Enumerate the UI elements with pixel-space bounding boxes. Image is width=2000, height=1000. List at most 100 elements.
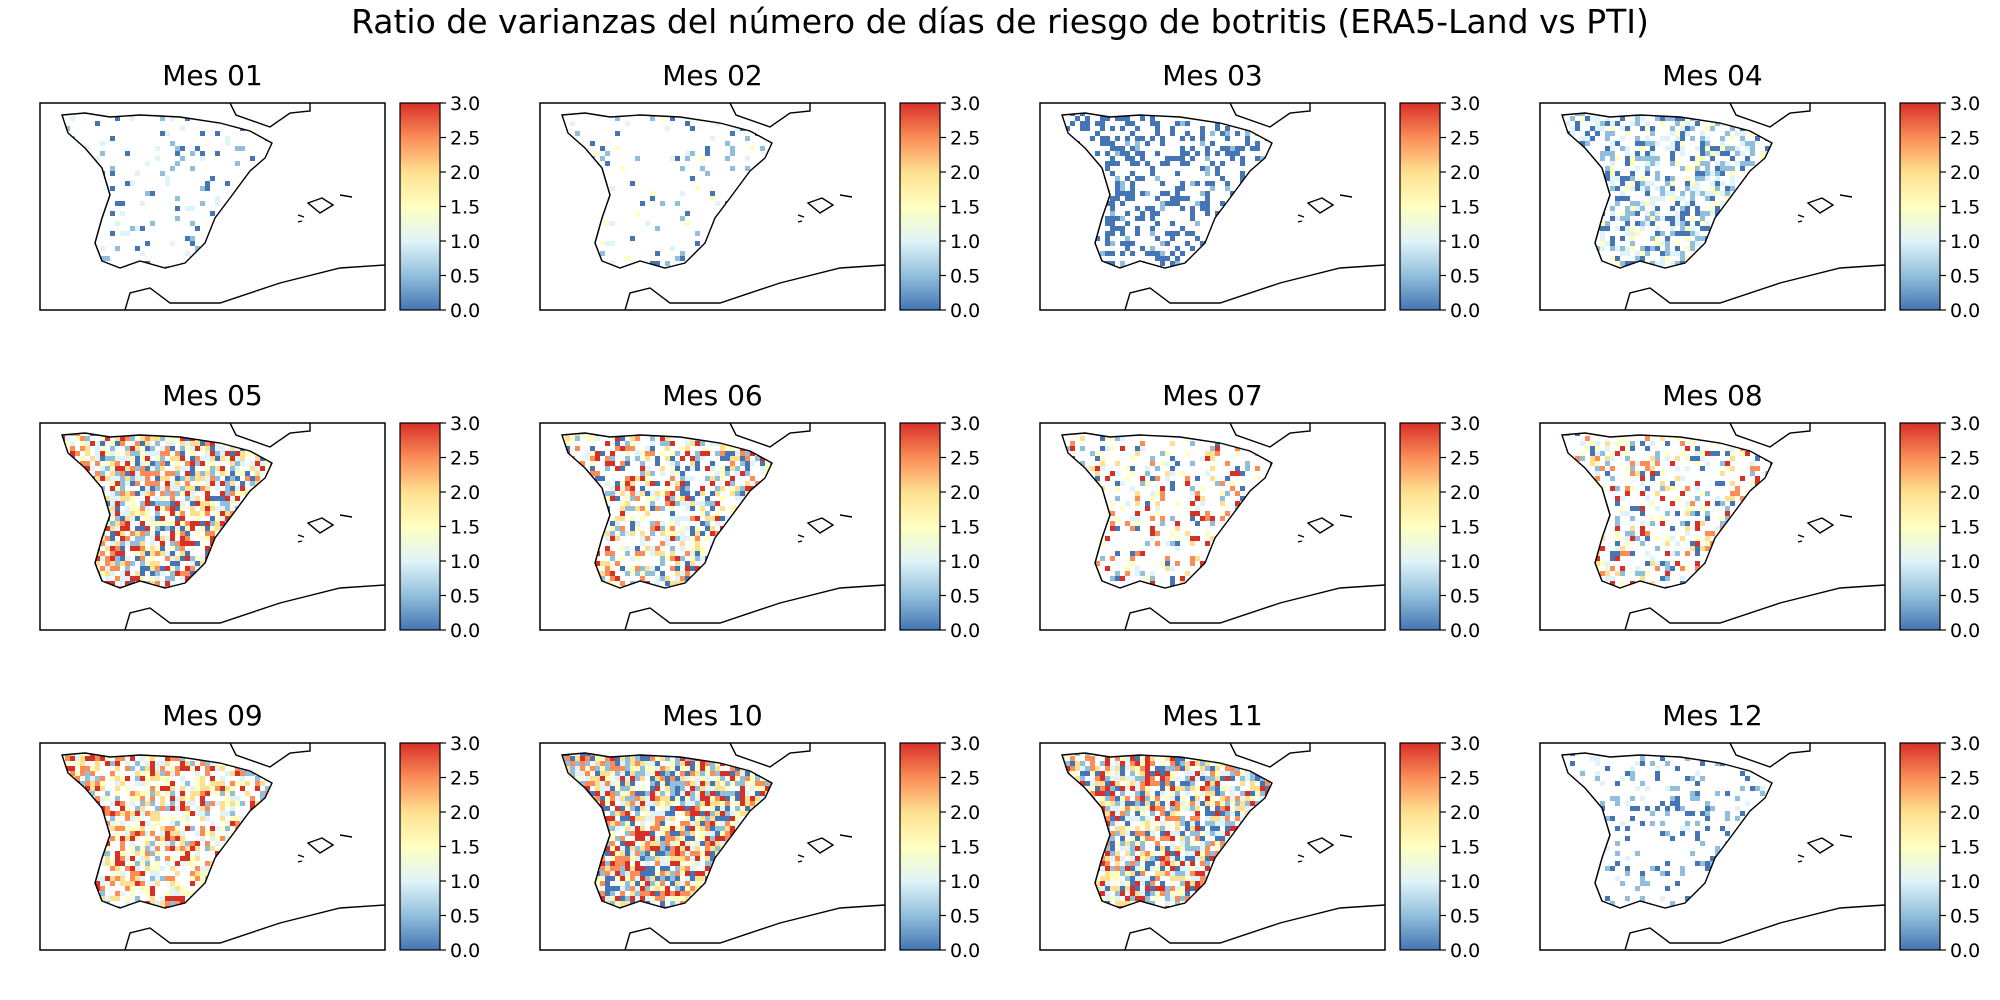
data-cell (215, 151, 220, 156)
data-cell (1165, 201, 1170, 206)
data-cell (1595, 116, 1600, 121)
data-cell (1640, 126, 1645, 131)
data-cell (100, 256, 105, 261)
data-cell (1105, 476, 1110, 481)
data-cell (1645, 191, 1650, 196)
data-cell (1160, 256, 1165, 261)
colorbar-gradient (899, 102, 941, 311)
data-cell (185, 441, 190, 446)
data-cell (1230, 481, 1235, 486)
data-cell (110, 476, 115, 481)
data-cell (1655, 246, 1660, 251)
data-cell (150, 451, 155, 456)
data-cell (650, 436, 655, 441)
data-cell (125, 766, 130, 771)
portugal-border (1594, 167, 1611, 262)
data-cell (1595, 121, 1600, 126)
data-cell (1240, 486, 1245, 491)
data-cell (1620, 196, 1625, 201)
data-cell (95, 776, 100, 781)
data-cell (1670, 461, 1675, 466)
data-cell (205, 446, 210, 451)
data-cell (1185, 121, 1190, 126)
data-cell (1620, 116, 1625, 121)
data-cell (85, 771, 90, 776)
data-cell (600, 571, 605, 576)
data-cell (610, 186, 615, 191)
data-cell (1600, 246, 1605, 251)
map-panel: Mes 020.00.51.01.52.02.53.0 (539, 59, 980, 322)
data-cell (240, 486, 245, 491)
data-cell (1600, 226, 1605, 231)
data-cell (1740, 161, 1745, 166)
data-cell (165, 551, 170, 556)
colorbar-tick-label: 2.5 (450, 448, 480, 470)
ibiza-island (297, 214, 305, 223)
data-cell (235, 146, 240, 151)
data-cell (715, 451, 720, 456)
colorbar-tick-label: 2.5 (1950, 128, 1980, 150)
data-cell (1190, 156, 1195, 161)
colorbar-tick-label: 1.0 (950, 231, 980, 253)
data-cell (1730, 146, 1735, 151)
data-cell (720, 506, 725, 511)
data-cell (195, 781, 200, 786)
data-cell (95, 561, 100, 566)
data-cell (1150, 166, 1155, 171)
data-cell (220, 501, 225, 506)
data-cell (1170, 516, 1175, 521)
data-cell (140, 491, 145, 496)
data-cell (1205, 451, 1210, 456)
data-cell (200, 471, 205, 476)
data-cell (1210, 446, 1215, 451)
data-cell (150, 801, 155, 806)
data-cell (1620, 226, 1625, 231)
data-cell (1175, 561, 1180, 566)
data-cell (155, 551, 160, 556)
colorbar: 0.00.51.01.52.02.53.0 (1399, 93, 1480, 322)
data-cell (150, 791, 155, 796)
data-cell (1725, 506, 1730, 511)
data-cell (1705, 226, 1710, 231)
data-cell (100, 451, 105, 456)
data-cell (1630, 121, 1635, 126)
data-cell (1715, 146, 1720, 151)
data-cell (125, 786, 130, 791)
data-cell (1170, 231, 1175, 236)
data-cell (190, 761, 195, 766)
data-cell (170, 446, 175, 451)
data-cell (225, 476, 230, 481)
data-cell (705, 526, 710, 531)
mallorca-island (1306, 197, 1335, 214)
data-cell (1625, 466, 1630, 471)
data-cell (1740, 141, 1745, 146)
data-cell (1630, 471, 1635, 476)
data-cell (1645, 531, 1650, 536)
data-cell (570, 436, 575, 441)
data-cell (1180, 161, 1185, 166)
data-cell (115, 526, 120, 531)
data-cell (195, 471, 200, 476)
data-cell (1135, 216, 1140, 221)
data-cell (1110, 221, 1115, 226)
data-cell (235, 451, 240, 456)
data-cell (1595, 476, 1600, 481)
data-cell (135, 531, 140, 536)
data-cell (170, 441, 175, 446)
data-cell (1625, 221, 1630, 226)
data-cell (125, 456, 130, 461)
menorca-island (339, 514, 353, 518)
data-cell (265, 786, 270, 791)
data-cell (1605, 566, 1610, 571)
data-cell (110, 801, 115, 806)
data-cell (135, 771, 140, 776)
data-cell (1700, 171, 1705, 176)
data-cell (1700, 156, 1705, 161)
data-cell (1145, 141, 1150, 146)
data-cell (1175, 501, 1180, 506)
data-cell (1210, 516, 1215, 521)
data-cell (685, 526, 690, 531)
data-cell (720, 446, 725, 451)
data-cell (625, 551, 630, 556)
data-cell (170, 166, 175, 171)
